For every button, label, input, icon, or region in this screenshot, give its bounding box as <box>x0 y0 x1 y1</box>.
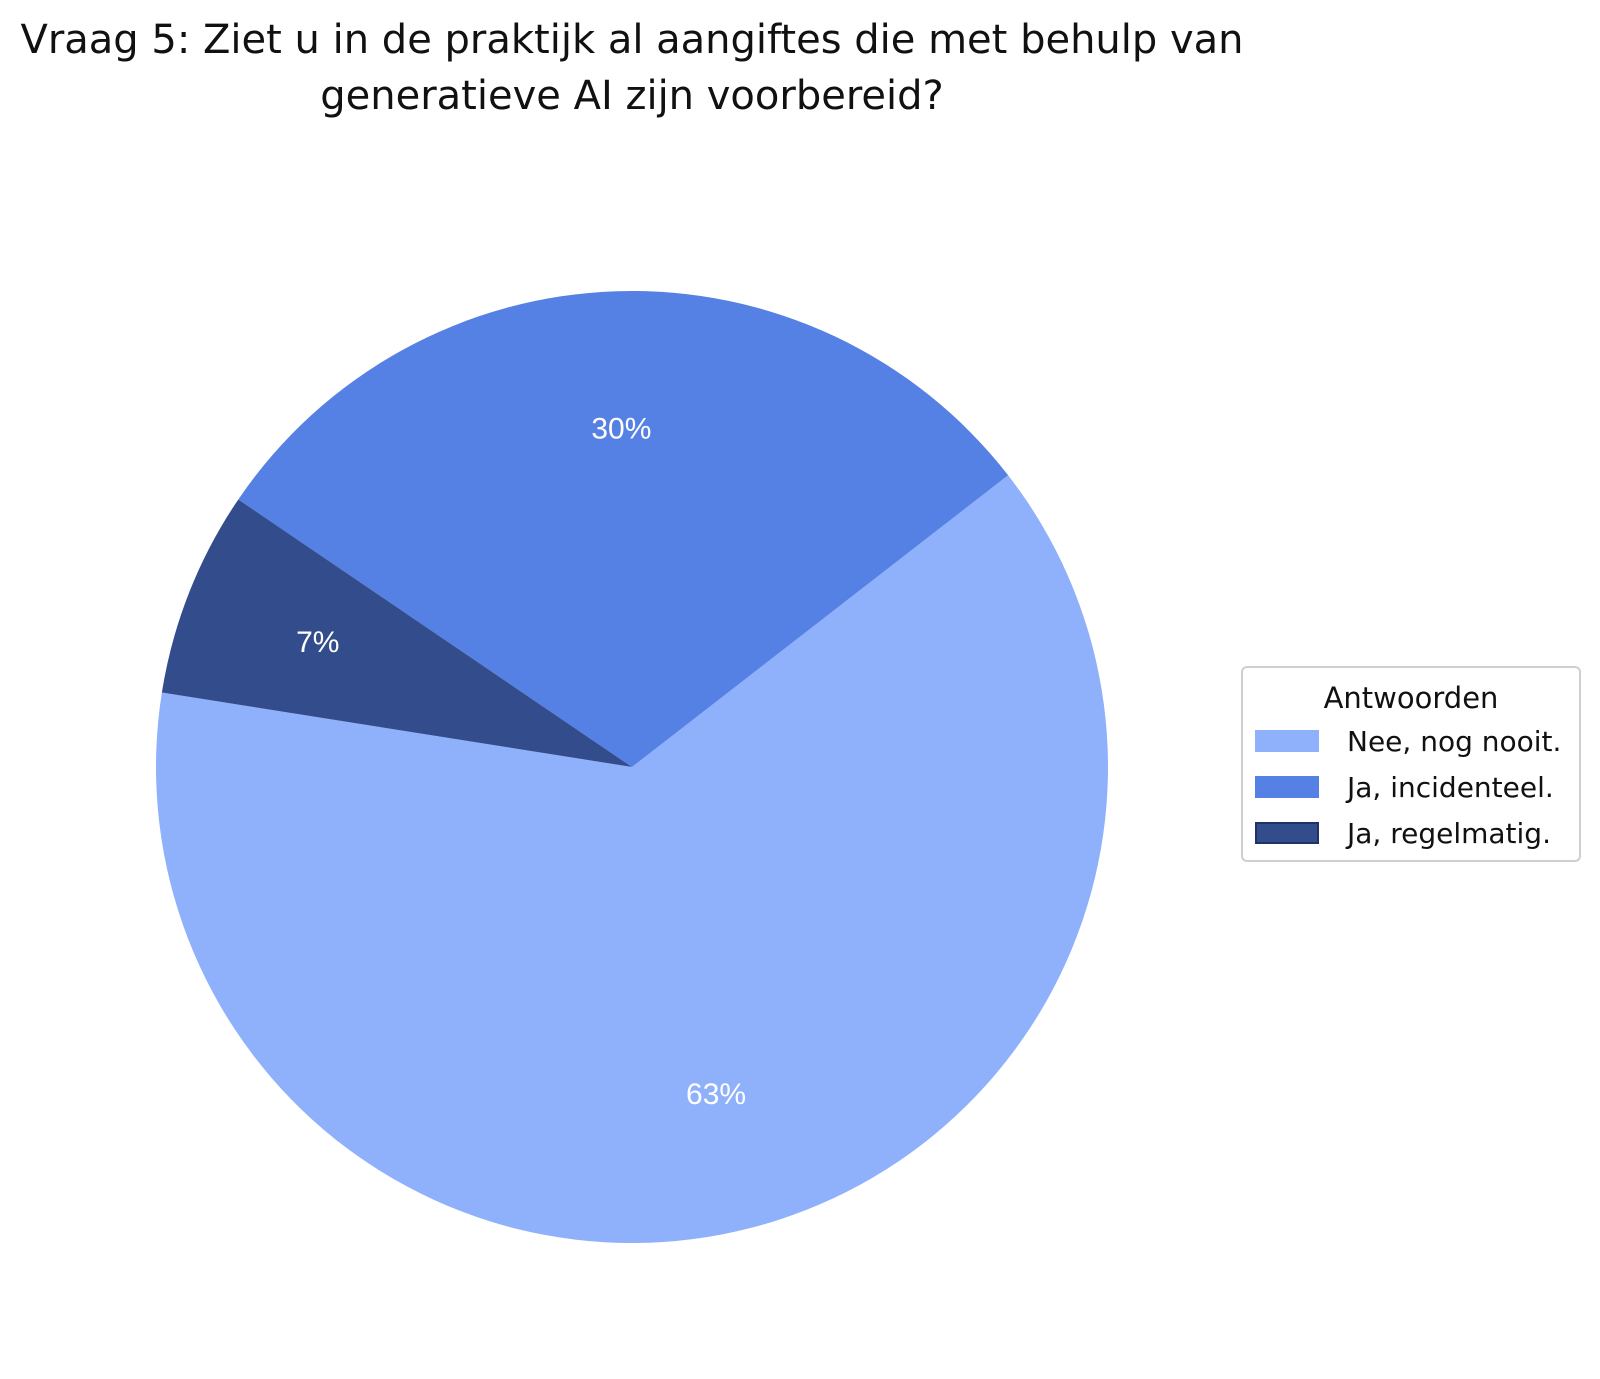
legend-title: Antwoorden <box>1323 681 1499 715</box>
legend-item-nee-nog-nooit: Nee, nog nooit. <box>1243 718 1579 764</box>
pie-slices <box>156 291 1108 1244</box>
pie-slice-nee-nog-nooit <box>156 475 1108 1244</box>
legend-label-ja-regelmatig: Ja, regelmatig. <box>1347 816 1551 850</box>
legend-label-ja-incidenteel: Ja, incidenteel. <box>1347 770 1554 804</box>
pie-slice-ja-regelmatig <box>161 499 632 767</box>
pie-label-ja-incidenteel: 30% <box>591 413 651 446</box>
pie-label-ja-regelmatig: 7% <box>296 626 339 659</box>
pie-label-nee-nog-nooit: 63% <box>686 1078 746 1111</box>
chart-title: Vraag 5: Ziet u in de praktijk al aangif… <box>20 17 1244 119</box>
pie-slice-ja-incidenteel <box>238 291 1009 767</box>
pie-labels: 63% 30% 7% <box>296 413 746 1111</box>
legend: Antwoorden Nee, nog nooit. Ja, incidente… <box>1241 666 1581 862</box>
legend-swatch-ja-incidenteel <box>1255 776 1319 798</box>
legend-item-ja-regelmatig: Ja, regelmatig. <box>1243 810 1579 856</box>
legend-swatch-nee-nog-nooit <box>1255 730 1319 752</box>
legend-item-ja-incidenteel: Ja, incidenteel. <box>1243 764 1579 810</box>
legend-swatch-ja-regelmatig <box>1255 822 1319 844</box>
pie-chart: 63% 30% 7% <box>156 291 1108 1244</box>
legend-label-nee-nog-nooit: Nee, nog nooit. <box>1347 724 1562 758</box>
